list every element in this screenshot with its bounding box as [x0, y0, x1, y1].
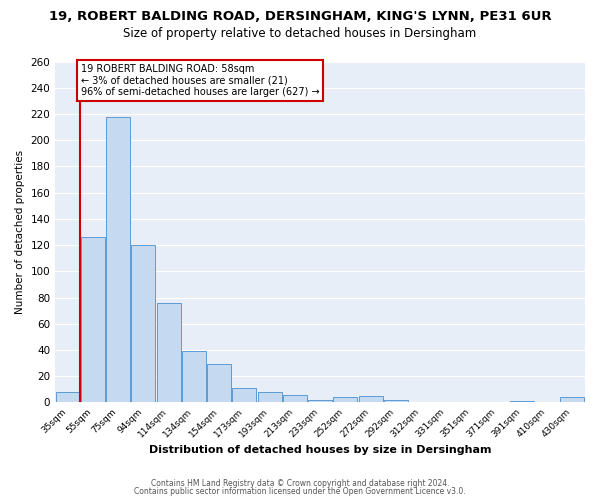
- Bar: [157, 303, 181, 402]
- Bar: [510, 401, 534, 402]
- Bar: [257, 392, 281, 402]
- Bar: [131, 245, 155, 402]
- Bar: [560, 398, 584, 402]
- Text: 19 ROBERT BALDING ROAD: 58sqm
← 3% of detached houses are smaller (21)
96% of se: 19 ROBERT BALDING ROAD: 58sqm ← 3% of de…: [81, 64, 320, 98]
- Bar: [359, 396, 383, 402]
- Text: Contains HM Land Registry data © Crown copyright and database right 2024.: Contains HM Land Registry data © Crown c…: [151, 478, 449, 488]
- Bar: [283, 394, 307, 402]
- Bar: [334, 398, 357, 402]
- Bar: [56, 392, 80, 402]
- Y-axis label: Number of detached properties: Number of detached properties: [15, 150, 25, 314]
- Text: Contains public sector information licensed under the Open Government Licence v3: Contains public sector information licen…: [134, 487, 466, 496]
- Bar: [106, 116, 130, 403]
- Bar: [182, 352, 206, 403]
- Bar: [308, 400, 332, 402]
- Bar: [81, 237, 105, 402]
- X-axis label: Distribution of detached houses by size in Dersingham: Distribution of detached houses by size …: [149, 445, 491, 455]
- Text: 19, ROBERT BALDING ROAD, DERSINGHAM, KING'S LYNN, PE31 6UR: 19, ROBERT BALDING ROAD, DERSINGHAM, KIN…: [49, 10, 551, 23]
- Bar: [207, 364, 231, 403]
- Text: Size of property relative to detached houses in Dersingham: Size of property relative to detached ho…: [124, 28, 476, 40]
- Bar: [384, 400, 408, 402]
- Bar: [232, 388, 256, 402]
